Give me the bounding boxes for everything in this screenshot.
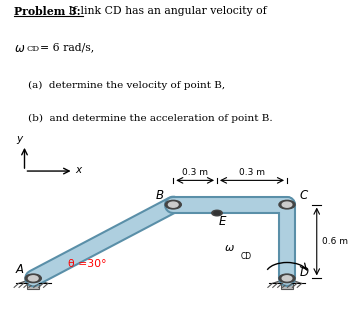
Text: = 6 rad/s,: = 6 rad/s, (40, 42, 94, 52)
Text: x: x (76, 165, 82, 175)
Circle shape (279, 274, 295, 283)
Text: 0.3 m: 0.3 m (239, 168, 265, 177)
Circle shape (212, 210, 222, 216)
Circle shape (279, 200, 295, 209)
Text: A: A (16, 263, 24, 276)
Text: D: D (299, 267, 308, 280)
Circle shape (282, 276, 292, 281)
Text: Problem 3:: Problem 3: (14, 6, 80, 17)
Bar (281, 281, 293, 289)
Text: 0.3 m: 0.3 m (182, 168, 208, 177)
Text: CD: CD (240, 252, 252, 261)
Circle shape (28, 276, 38, 281)
Text: $\omega$: $\omega$ (224, 243, 234, 253)
Circle shape (282, 202, 292, 207)
Text: CD: CD (26, 45, 39, 53)
Text: (a)  determine the velocity of point B,: (a) determine the velocity of point B, (28, 81, 225, 90)
Text: $\omega$: $\omega$ (14, 42, 25, 55)
Text: If link CD has an angular velocity of: If link CD has an angular velocity of (65, 6, 266, 16)
Circle shape (25, 274, 41, 283)
Polygon shape (272, 278, 302, 283)
Text: (b)  and determine the acceleration of point B.: (b) and determine the acceleration of po… (28, 114, 273, 123)
Polygon shape (19, 278, 48, 283)
Text: B: B (156, 189, 164, 202)
Bar (27, 281, 39, 289)
Circle shape (214, 211, 220, 215)
Text: C: C (299, 189, 308, 202)
Text: y: y (16, 134, 22, 144)
Text: 0.6 m: 0.6 m (322, 237, 348, 246)
Text: E: E (219, 215, 226, 228)
Circle shape (168, 202, 178, 207)
Circle shape (165, 200, 181, 209)
Text: θ =30°: θ =30° (68, 259, 107, 269)
